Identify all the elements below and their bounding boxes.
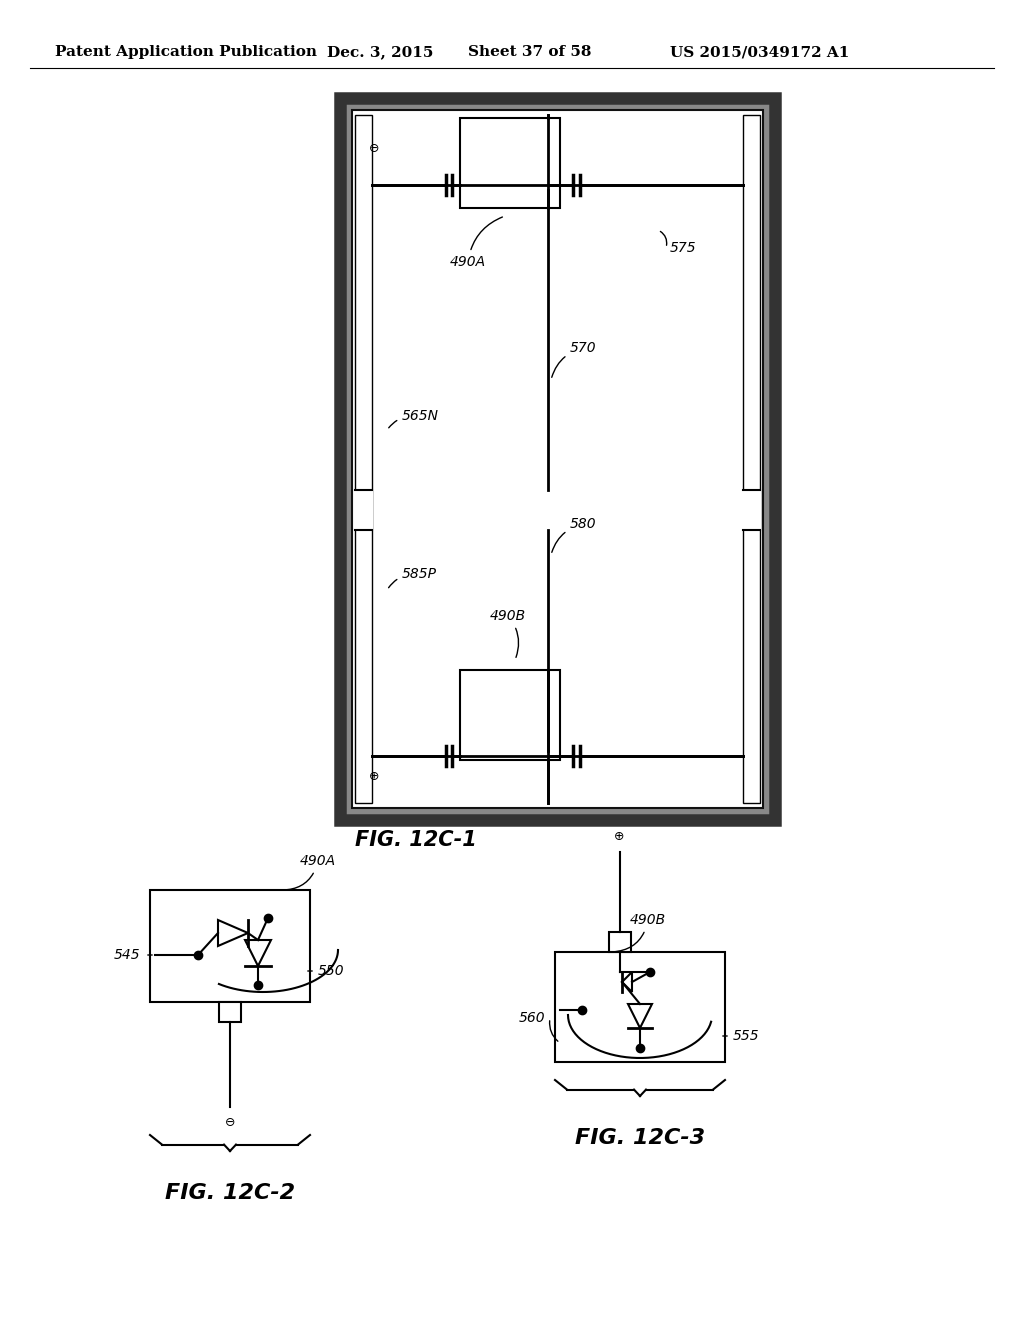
Bar bbox=[743, 115, 760, 803]
Bar bbox=[150, 890, 310, 1002]
Text: 560: 560 bbox=[518, 1011, 545, 1026]
Bar bbox=[219, 1002, 241, 1022]
Bar bbox=[555, 952, 725, 1063]
Text: Dec. 3, 2015: Dec. 3, 2015 bbox=[327, 45, 433, 59]
Text: ⊕: ⊕ bbox=[614, 830, 625, 843]
Bar bbox=[355, 115, 372, 803]
Text: 490A: 490A bbox=[283, 854, 336, 890]
Bar bbox=[354, 490, 373, 531]
Text: 555: 555 bbox=[733, 1030, 760, 1043]
Text: FIG. 12C-1: FIG. 12C-1 bbox=[355, 830, 477, 850]
Text: 585P: 585P bbox=[388, 568, 437, 587]
Bar bbox=[460, 671, 560, 760]
Text: FIG. 12C-3: FIG. 12C-3 bbox=[574, 1129, 706, 1148]
Text: ⊖: ⊖ bbox=[224, 1115, 236, 1129]
Text: Sheet 37 of 58: Sheet 37 of 58 bbox=[468, 45, 592, 59]
Text: 550: 550 bbox=[318, 964, 345, 978]
Text: 490B: 490B bbox=[490, 609, 526, 657]
Text: ⊖: ⊖ bbox=[369, 141, 379, 154]
Text: 570: 570 bbox=[552, 341, 597, 378]
Bar bbox=[460, 117, 560, 209]
Text: 580: 580 bbox=[552, 517, 597, 552]
Text: 490B: 490B bbox=[612, 913, 667, 952]
Text: US 2015/0349172 A1: US 2015/0349172 A1 bbox=[671, 45, 850, 59]
Text: 565N: 565N bbox=[389, 409, 439, 428]
Text: 490A: 490A bbox=[450, 216, 503, 269]
Bar bbox=[742, 490, 761, 531]
Text: 575: 575 bbox=[670, 242, 696, 255]
Bar bbox=[608, 932, 631, 952]
Text: 545: 545 bbox=[114, 948, 140, 962]
Text: Patent Application Publication: Patent Application Publication bbox=[55, 45, 317, 59]
Text: FIG. 12C-2: FIG. 12C-2 bbox=[165, 1183, 295, 1203]
Text: ⊕: ⊕ bbox=[369, 770, 379, 783]
Bar bbox=[352, 110, 763, 808]
Bar bbox=[340, 98, 775, 820]
